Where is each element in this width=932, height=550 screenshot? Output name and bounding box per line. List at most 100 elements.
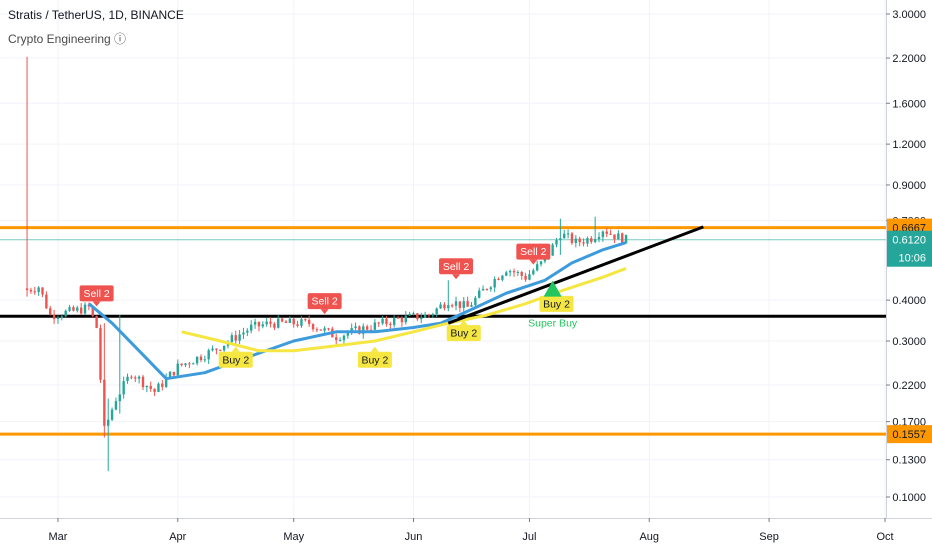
y-tick-label: 0.3000 (892, 336, 926, 348)
candle-body (617, 233, 620, 240)
moving-averages (87, 241, 627, 381)
candle-body (149, 385, 152, 389)
y-tick-label: 2.2000 (892, 53, 926, 65)
candle-body (392, 317, 396, 325)
candle-body (246, 330, 249, 333)
candle-body (481, 288, 485, 291)
candle-body (107, 419, 110, 426)
candle-body (292, 318, 295, 325)
x-tick-label: May (283, 531, 304, 543)
candle-body (501, 275, 504, 280)
candle-body (427, 314, 431, 316)
candle-body (168, 371, 172, 378)
candle-body (478, 290, 481, 298)
candle-body (83, 304, 87, 314)
signal-sell: Sell 2 (516, 243, 551, 265)
candle-body (153, 388, 156, 392)
candle-body (342, 335, 346, 340)
signal-buy: Buy 2 (218, 346, 253, 368)
candle-body (327, 328, 330, 330)
buy-label: Buy 2 (543, 298, 570, 310)
candle-body (157, 383, 160, 392)
candle-body (420, 317, 423, 320)
candle-body (176, 363, 179, 376)
candle-body (145, 385, 149, 388)
candle-body (524, 275, 527, 280)
candle-body (408, 314, 411, 316)
candle-body (269, 321, 272, 324)
candle-body (566, 233, 570, 235)
sell-label-box (307, 293, 342, 310)
candle-body (280, 318, 284, 322)
candles (25, 56, 628, 472)
candle-body (37, 287, 40, 292)
indicator-name[interactable]: Crypto Engineering ⓘ (8, 32, 127, 46)
candle-body (516, 272, 520, 274)
x-tick-label: Aug (639, 531, 659, 543)
candle-body (447, 305, 450, 309)
candle-body (555, 240, 558, 245)
signal-buy: Buy 2 (357, 346, 392, 368)
candle-body (369, 329, 373, 331)
candle-body (304, 319, 307, 321)
candle-body (56, 317, 60, 319)
candle-body (508, 271, 512, 273)
candle-body (563, 233, 566, 239)
candle-body (161, 383, 164, 387)
sell-label-box (516, 243, 551, 260)
candle-body (400, 318, 404, 323)
candle-body (222, 345, 226, 351)
candle-body (358, 326, 361, 334)
current-price-label: 0.6120 (892, 235, 926, 247)
candle-body (362, 326, 365, 334)
candle-body (311, 324, 315, 330)
x-tick-label: Jun (405, 531, 423, 543)
candle-body (195, 356, 199, 364)
candle-body (41, 287, 44, 295)
candle-body (470, 305, 473, 307)
sell-label: Sell 2 (520, 246, 546, 258)
x-tick-label: Mar (48, 531, 67, 543)
buy-label: Buy 2 (361, 354, 388, 366)
candle-body (454, 301, 458, 306)
y-tick-label: 0.2200 (892, 380, 926, 392)
y-tick-label: 3.0000 (892, 9, 926, 21)
candle-body (586, 238, 589, 244)
candle-body (559, 238, 562, 241)
candle-body (439, 304, 442, 309)
candle-body (497, 279, 500, 281)
candle-body (68, 307, 71, 311)
candle-body (570, 233, 574, 243)
candle-body (354, 326, 357, 329)
buy-label: Buy 2 (222, 354, 249, 366)
candle-body (114, 401, 118, 410)
candle-body (300, 319, 303, 326)
sell-pointer (452, 274, 461, 280)
candle-body (377, 322, 380, 324)
candle-body (199, 356, 203, 361)
candle-body (319, 329, 322, 331)
buy-label-box (357, 351, 392, 368)
candle-body (582, 242, 585, 244)
candle-body (257, 321, 261, 327)
ema-line-blue (87, 241, 627, 381)
candle-body (435, 308, 438, 315)
candle-body (230, 335, 234, 343)
candle-body (590, 238, 593, 243)
candle-body (215, 348, 218, 350)
buy-label-box (218, 351, 253, 368)
candle-body (288, 318, 292, 323)
candle-body (593, 239, 597, 243)
candle-body (95, 315, 98, 328)
candle-body (137, 376, 141, 379)
candle-body (315, 329, 319, 331)
sell-label: Sell 2 (311, 296, 337, 308)
countdown-label: 10:06 (898, 253, 926, 265)
candle-body (284, 321, 288, 323)
candle-body (532, 270, 535, 275)
candle-body (505, 272, 508, 276)
signal-sell: Sell 2 (307, 293, 342, 315)
candle-body (609, 233, 612, 235)
